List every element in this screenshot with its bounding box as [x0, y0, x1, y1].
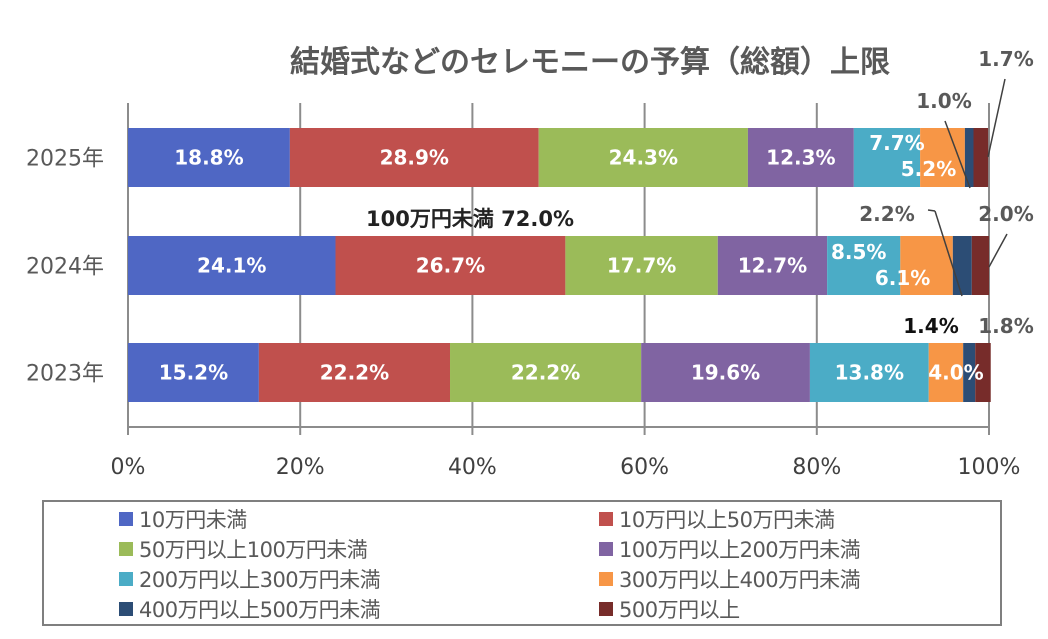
legend-label: 300万円以上400万円未満 [619, 568, 861, 592]
legend-item: 400万円以上500万円未満 [119, 594, 381, 624]
bar-segment [975, 343, 991, 402]
bar-segment [963, 343, 976, 402]
data-label: 2.2% [859, 202, 914, 226]
bar-segment [565, 236, 718, 295]
data-label: 26.7% [416, 254, 485, 278]
data-labels: 18.8% 28.9% 24.3% 12.3% 24.1% 26.7% 17.7% 12.7%… [159, 47, 1034, 385]
legend-item: 200万円以上300万円未満 [119, 564, 381, 594]
data-label: 2.0% [978, 202, 1033, 226]
x-tick-label: 60% [620, 455, 669, 480]
data-label: 22.2% [320, 361, 389, 385]
data-label: 15.2% [159, 361, 228, 385]
bar-segment [971, 236, 989, 295]
leader-line [934, 210, 963, 297]
category-label: 2023年 [26, 362, 104, 387]
legend-swatch [599, 572, 613, 586]
x-tick-label: 20% [276, 455, 325, 480]
data-label: 8.5% [831, 240, 886, 264]
leader-line [988, 233, 1008, 268]
leader-line [987, 78, 1006, 158]
x-tick-label: 40% [448, 455, 497, 480]
annotation-under-100man: 100万円未満 72.0% [366, 207, 574, 231]
bar-segment [952, 236, 972, 295]
data-label: 6.1% [875, 266, 930, 290]
legend-item: 50万円以上100万円未満 [119, 534, 368, 564]
legend-item: 300万円以上400万円未満 [599, 564, 861, 594]
bars [128, 128, 991, 402]
bar-segment [928, 343, 964, 402]
category-labels: 2025年 2024年 2023年 [26, 147, 104, 387]
data-label: 12.7% [738, 254, 807, 278]
legend-label: 10万円未満 [139, 508, 247, 532]
data-label: 1.4% [903, 314, 958, 338]
bar-segment [717, 236, 828, 295]
data-label: 17.7% [607, 254, 676, 278]
bar-segment [128, 236, 336, 295]
data-label: 13.8% [835, 361, 904, 385]
leader-line [927, 209, 936, 212]
data-label: 18.8% [174, 146, 243, 170]
bar-segment [641, 343, 810, 402]
data-label: 4.0% [928, 361, 983, 385]
bar-segment [128, 128, 290, 187]
data-label: 24.3% [609, 146, 678, 170]
legend-label: 400万円以上500万円未満 [139, 598, 381, 622]
legend-item: 100万円以上200万円未満 [599, 534, 861, 564]
data-label: 28.9% [380, 146, 449, 170]
data-label: 7.7% [869, 131, 924, 155]
data-label: 1.0% [916, 89, 971, 113]
data-label: 1.8% [978, 314, 1033, 338]
legend-label: 10万円以上50万円未満 [619, 508, 835, 532]
legend-item: 500万円以上 [599, 594, 740, 624]
bar-segment [335, 236, 566, 295]
legend: 10万円未満 10万円以上50万円未満 50万円以上100万円未満 100万円以上20… [42, 500, 1002, 626]
data-label: 22.2% [511, 361, 580, 385]
bar-segment [128, 343, 259, 402]
bar-segment [289, 128, 539, 187]
bar-segment [809, 343, 929, 402]
x-tick-label: 0% [111, 455, 146, 480]
chart-title: 結婚式などのセレモニーの予算（総額）上限 [290, 45, 890, 80]
leader-line [944, 120, 971, 189]
data-label: 12.3% [766, 146, 835, 170]
x-tick-labels: 0% 20% 40% 60% 80% 100% [111, 455, 1021, 480]
legend-swatch [119, 512, 133, 526]
bar-segment [258, 343, 451, 402]
bar-segment [920, 128, 965, 187]
legend-item: 10万円未満 [119, 504, 247, 534]
bar-segment [827, 236, 901, 295]
x-tick-label: 80% [792, 455, 841, 480]
legend-label: 100万円以上200万円未満 [619, 538, 861, 562]
bar-segment [853, 128, 921, 187]
bar-segment [900, 236, 953, 295]
category-label: 2025年 [26, 147, 104, 172]
legend-label: 500万円以上 [619, 598, 740, 622]
legend-swatch [119, 572, 133, 586]
bar-segment [747, 128, 854, 187]
legend-swatch [119, 542, 133, 556]
legend-swatch [119, 602, 133, 616]
data-label: 24.1% [197, 254, 266, 278]
legend-swatch [599, 512, 613, 526]
category-label: 2024年 [26, 255, 104, 280]
x-tick-label: 100% [958, 455, 1021, 480]
legend-label: 200万円以上300万円未満 [139, 568, 381, 592]
data-label: 1.7% [978, 47, 1033, 71]
bar-segment [538, 128, 748, 187]
legend-label: 50万円以上100万円未満 [139, 538, 368, 562]
data-label: 19.6% [691, 361, 760, 385]
bar-segment [450, 343, 642, 402]
legend-swatch [599, 542, 613, 556]
data-label: 5.2% [901, 157, 956, 181]
legend-item: 10万円以上50万円未満 [599, 504, 835, 534]
bar-segment [964, 128, 974, 187]
legend-swatch [599, 602, 613, 616]
bar-segment [973, 128, 989, 187]
